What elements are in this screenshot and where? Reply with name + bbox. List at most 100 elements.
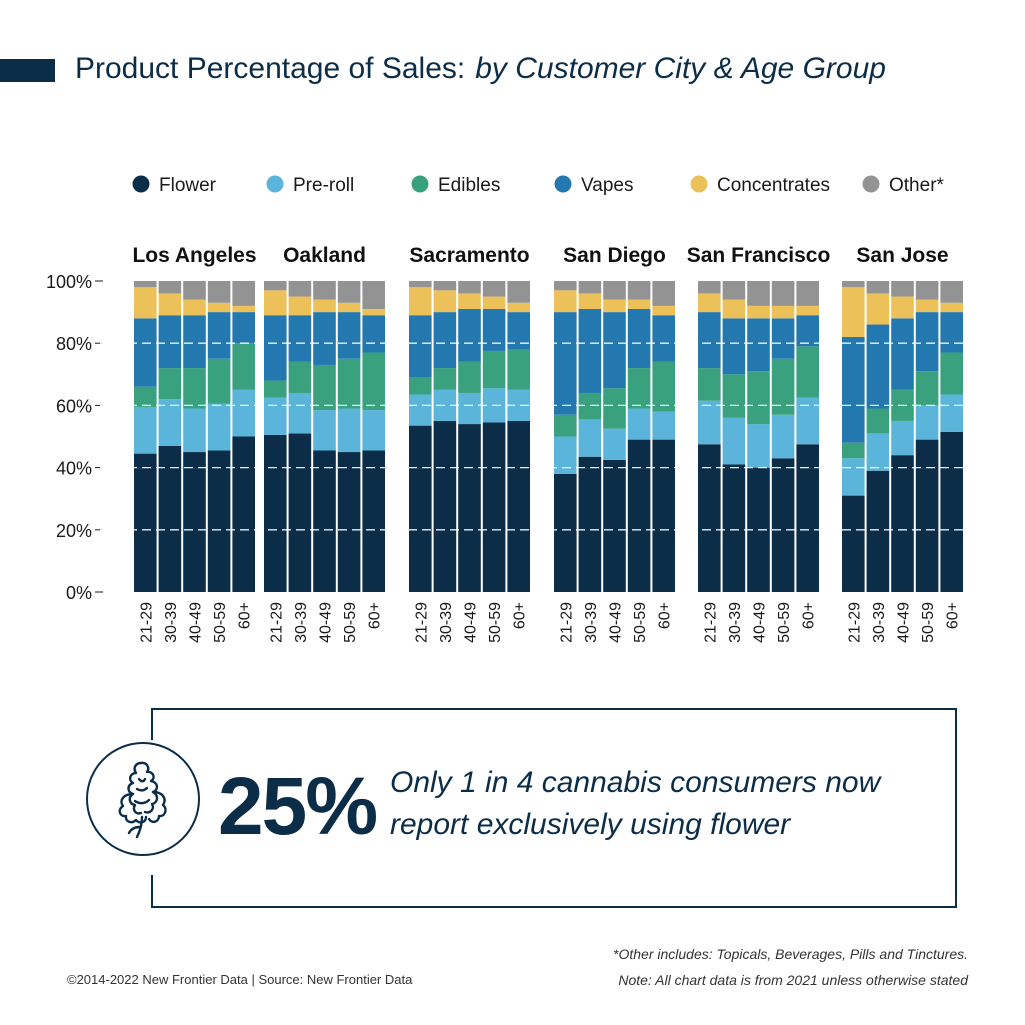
bar-segment-concentrates	[183, 299, 206, 316]
bar-segment-other	[722, 281, 746, 300]
legend-label: Edibles	[438, 175, 500, 196]
legend-swatch-preroll	[266, 175, 284, 193]
bar-segment-vapes	[433, 312, 457, 369]
bar-segment-other	[940, 281, 963, 303]
bar-segment-edibles	[842, 442, 865, 459]
callout-text-line-2: report exclusively using flower	[390, 808, 791, 841]
bar-segment-preroll	[158, 399, 182, 446]
bar-segment-edibles	[507, 349, 530, 390]
bar-segment-preroll	[134, 406, 157, 454]
bar-segment-preroll	[747, 424, 770, 468]
bar-segment-preroll	[288, 392, 312, 434]
age-group-label: 50-59	[920, 602, 937, 643]
bar-segment-preroll	[409, 394, 432, 426]
bar-segment-concentrates	[866, 293, 890, 325]
bar-segment-flower	[207, 450, 231, 592]
city-label: San Jose	[856, 244, 948, 267]
bar-segment-edibles	[158, 368, 182, 400]
bar-segment-edibles	[652, 361, 675, 412]
bar-segment-vapes	[722, 318, 746, 375]
bar-segment-other	[183, 281, 206, 300]
bar-segment-edibles	[698, 368, 721, 401]
bar-segment-edibles	[578, 392, 602, 420]
bar-segment-flower	[158, 445, 182, 592]
bar-segment-edibles	[915, 371, 939, 406]
stacked-bar-chart: Flower Pre-roll Edibles Vapes Concentrates Ot…	[45, 175, 963, 643]
city-label: Sacramento	[409, 244, 529, 267]
bar-segment-vapes	[507, 312, 530, 350]
footnote-other-includes: *Other includes: Topicals, Beverages, Pi…	[613, 946, 968, 962]
legend-swatch-concentrates	[690, 175, 708, 193]
bar-segment-other	[866, 281, 890, 294]
bar-segment-preroll	[842, 458, 865, 496]
y-tick-label: 100%	[46, 272, 92, 292]
footnote-note: Note: All chart data is from 2021 unless…	[618, 972, 968, 988]
bar-segment-concentrates	[940, 302, 963, 313]
bar-segment-preroll	[183, 408, 206, 453]
bar-segment-edibles	[458, 361, 481, 393]
bar-segment-preroll	[866, 433, 890, 471]
bar-segment-other	[232, 281, 255, 306]
bar-segment-preroll	[264, 397, 287, 435]
bar-segment-preroll	[578, 419, 602, 457]
bar-segment-vapes	[134, 318, 157, 387]
bar-segment-edibles	[362, 352, 385, 411]
bar-segment-concentrates	[891, 296, 914, 319]
bar-segment-preroll	[652, 411, 675, 440]
legend-label: Vapes	[581, 175, 633, 196]
bar-segment-concentrates	[232, 305, 255, 313]
bar-segment-other	[796, 281, 819, 306]
bar-segment-other	[134, 281, 157, 288]
bar-segment-preroll	[603, 428, 626, 460]
bar-segment-edibles	[207, 358, 231, 404]
y-tick-label: 80%	[56, 334, 92, 354]
legend-label: Other*	[889, 175, 945, 196]
age-group-label: 30-39	[871, 602, 888, 643]
bar-segment-vapes	[264, 315, 287, 381]
bar-segment-other	[915, 281, 939, 300]
age-group-label: 40-49	[318, 602, 335, 643]
bar-segment-other	[747, 281, 770, 306]
age-group-label: 60+	[945, 602, 962, 629]
bar-segment-concentrates	[603, 299, 626, 313]
cannabis-flower-icon	[86, 742, 200, 856]
y-tick-label: 60%	[56, 396, 92, 416]
bar-segment-edibles	[722, 374, 746, 418]
bar-segment-edibles	[264, 380, 287, 398]
bar-segment-edibles	[337, 358, 361, 409]
age-group-label: 50-59	[212, 602, 229, 643]
bar-segment-preroll	[722, 417, 746, 465]
bar-segment-flower	[183, 452, 206, 592]
bar-segment-vapes	[891, 318, 914, 390]
bar-segment-concentrates	[313, 299, 336, 313]
bar-segment-flower	[698, 444, 721, 592]
bar-segment-preroll	[362, 410, 385, 451]
bar-segment-vapes	[796, 315, 819, 347]
bar-segment-preroll	[554, 436, 577, 474]
age-group-label: 40-49	[608, 602, 625, 643]
bar-segment-edibles	[232, 343, 255, 390]
bar-segment-vapes	[698, 312, 721, 369]
age-group-label: 50-59	[487, 602, 504, 643]
bar-segment-other	[409, 281, 432, 288]
bar-segment-edibles	[554, 414, 577, 437]
bar-segment-flower	[603, 459, 626, 592]
legend-label: Concentrates	[717, 175, 830, 196]
bar-segment-concentrates	[554, 290, 577, 313]
bar-segment-flower	[433, 420, 457, 592]
bar-segment-concentrates	[796, 305, 819, 316]
bar-segment-edibles	[409, 377, 432, 395]
bar-segment-concentrates	[458, 293, 481, 309]
bar-segment-flower	[915, 439, 939, 592]
age-group-label: 60+	[801, 602, 818, 629]
age-group-label: 40-49	[188, 602, 205, 643]
bar-segment-other	[207, 281, 231, 303]
bar-segment-concentrates	[207, 302, 231, 313]
y-tick-label: 0%	[66, 583, 92, 603]
city-label: San Francisco	[687, 244, 831, 267]
age-group-label: 40-49	[752, 602, 769, 643]
age-group-label: 30-39	[163, 602, 180, 643]
bar-segment-preroll	[337, 408, 361, 453]
bar-segment-other	[482, 281, 506, 297]
bar-segment-preroll	[940, 394, 963, 432]
